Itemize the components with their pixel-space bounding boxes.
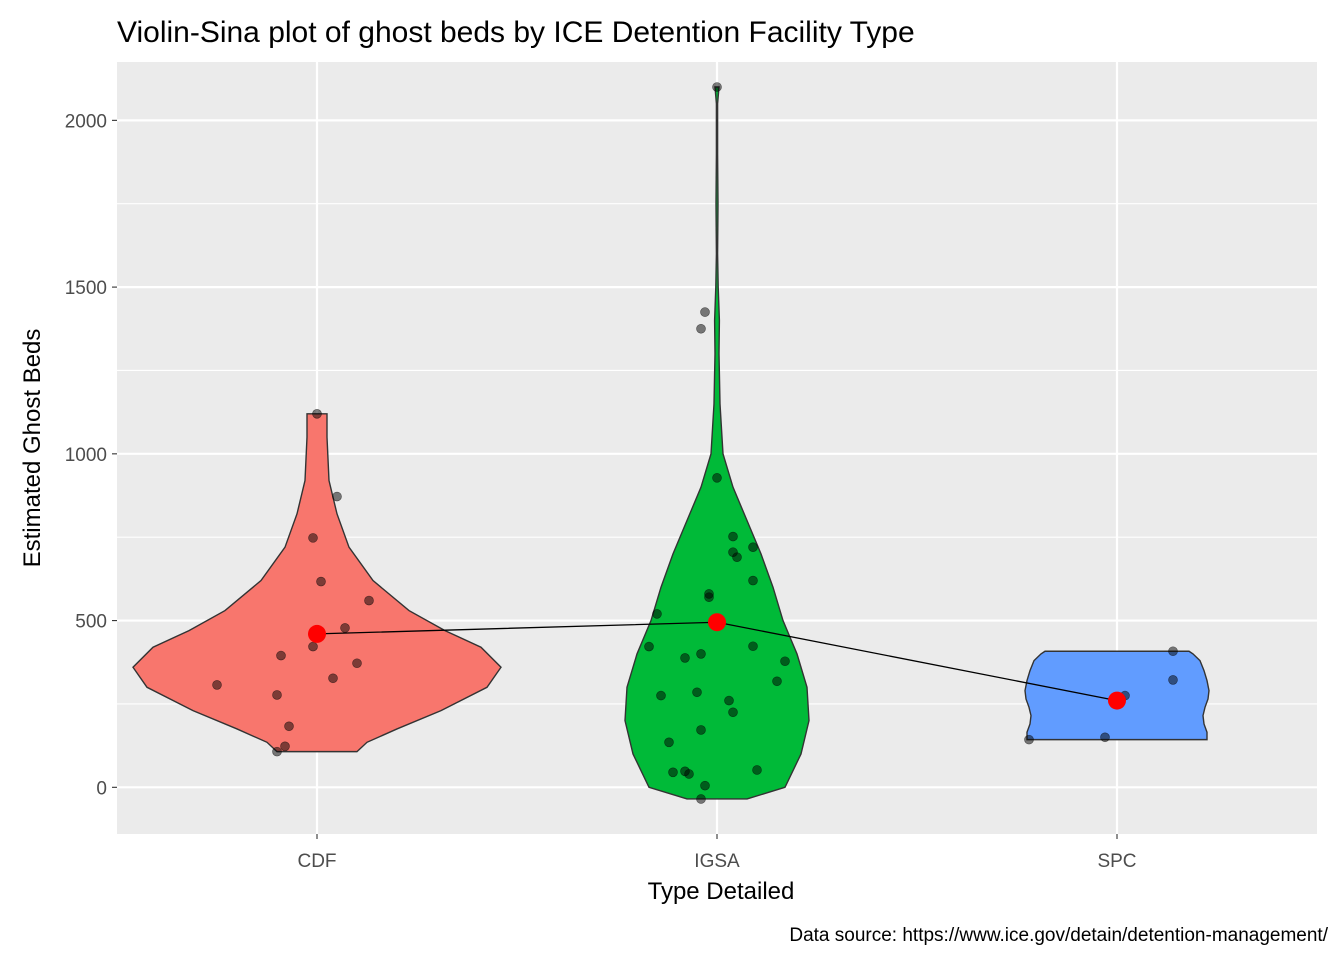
data-point-cdf [364, 595, 374, 606]
data-point-igsa [712, 82, 722, 92]
data-point-igsa [748, 542, 758, 553]
data-point-igsa [712, 473, 722, 483]
x-tick-label: IGSA [694, 851, 740, 872]
mean-points [308, 613, 1126, 710]
data-point-igsa [700, 780, 710, 791]
x-axis: CDF IGSA SPC [297, 834, 1137, 872]
data-point-igsa [656, 690, 666, 701]
data-source-caption: Data source: https://www.ice.gov/detain/… [789, 925, 1328, 946]
data-point-igsa [652, 609, 662, 619]
data-point-igsa [704, 589, 714, 599]
data-point-cdf [308, 533, 318, 543]
data-point-cdf [352, 658, 362, 669]
y-axis: 0 500 1000 1500 2000 [65, 111, 117, 799]
data-point-cdf [308, 641, 318, 652]
data-point-igsa [680, 653, 690, 663]
y-tick-label: 1000 [65, 445, 107, 466]
data-point-spc [1024, 734, 1034, 745]
data-point-igsa [692, 687, 702, 698]
mean-point-spc [1108, 691, 1126, 710]
data-point-cdf [312, 409, 322, 419]
data-point-igsa [748, 641, 758, 652]
data-point-igsa [644, 641, 654, 652]
data-point-cdf [340, 623, 350, 633]
data-point-igsa [728, 531, 738, 542]
data-point-igsa [748, 575, 758, 586]
y-tick-label: 0 [96, 778, 107, 799]
mean-point-cdf [308, 624, 326, 643]
data-point-igsa [752, 765, 762, 775]
y-axis-title: Estimated Ghost Beds [19, 329, 46, 568]
data-point-igsa [668, 767, 678, 778]
x-axis-title: Type Detailed [648, 878, 795, 905]
data-point-igsa [696, 323, 706, 334]
data-point-cdf [328, 673, 338, 684]
data-point-igsa [728, 707, 738, 718]
data-point-cdf [276, 650, 286, 661]
data-point-cdf [332, 491, 342, 502]
data-point-igsa [700, 307, 710, 317]
x-tick-label: CDF [297, 851, 336, 872]
data-point-igsa [696, 794, 706, 804]
sina-points [212, 82, 1178, 804]
data-point-cdf [316, 576, 326, 587]
data-point-igsa [732, 552, 742, 563]
y-tick-label: 500 [75, 612, 107, 633]
data-point-cdf [284, 721, 294, 732]
mean-point-igsa [708, 613, 726, 632]
data-point-spc [1168, 675, 1178, 685]
data-point-cdf [272, 690, 282, 700]
x-tick-label: SPC [1097, 851, 1136, 872]
data-point-igsa [664, 737, 674, 748]
data-point-igsa [696, 725, 706, 735]
data-point-igsa [684, 769, 694, 779]
data-point-igsa [724, 695, 734, 706]
data-point-cdf [280, 741, 290, 752]
data-point-igsa [696, 649, 706, 659]
y-tick-label: 2000 [65, 111, 107, 132]
y-tick-label: 1500 [65, 278, 107, 299]
chart-title: Violin-Sina plot of ghost beds by ICE De… [117, 16, 915, 49]
data-point-cdf [212, 680, 222, 690]
data-point-cdf [272, 746, 282, 757]
data-point-igsa [772, 676, 782, 687]
data-point-spc [1100, 732, 1110, 743]
data-point-igsa [780, 656, 790, 667]
data-point-spc [1168, 646, 1178, 657]
